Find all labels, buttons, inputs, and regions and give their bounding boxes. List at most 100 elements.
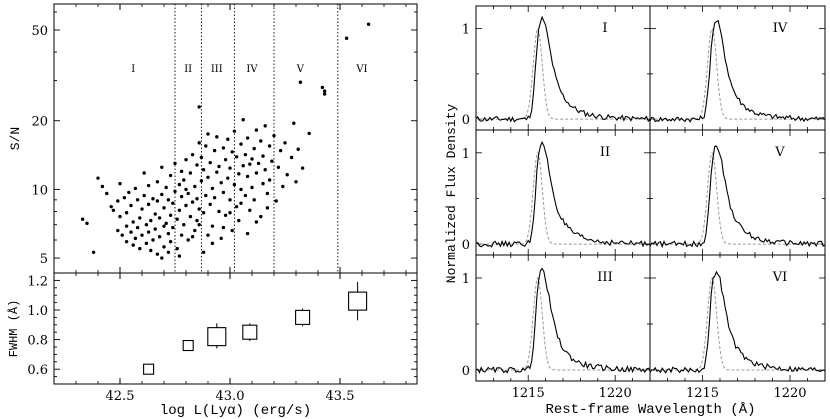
- sn-data-point: [206, 132, 210, 136]
- sn-data-point: [300, 166, 305, 170]
- sn-data-point: [217, 164, 221, 169]
- profile-observed-line: [475, 140, 651, 248]
- sn-data-point: [120, 233, 124, 237]
- sn-data-point: [226, 176, 230, 180]
- sn-data-point: [173, 161, 177, 166]
- sn-data-point: [263, 168, 267, 172]
- profile-y-tick-label: 1: [462, 272, 470, 287]
- sn-data-point: [208, 160, 212, 165]
- fwhm-panel: 42.5 43.0 43.5 0.6 0.8 1.0 1.2 FWHM (Å) log L(Ly…: [6, 272, 418, 419]
- profile-panel-frame: [649, 129, 826, 256]
- profile-panel-IV: IV: [649, 5, 826, 131]
- sn-y-tick-label: 5: [40, 252, 48, 267]
- sn-data-point: [278, 148, 283, 153]
- profile-y-tick-label: 0: [462, 364, 470, 379]
- profile-model-line: [650, 151, 825, 245]
- line-profile-grid: Normalized Flux Density Rest-frame Wavele…: [444, 5, 826, 418]
- sn-data-point: [259, 139, 263, 143]
- sn-y-tick-label: 50: [31, 24, 48, 39]
- sn-data-point: [188, 171, 193, 175]
- fwhm-y-axis-label: FWHM (Å): [6, 300, 21, 358]
- sn-data-point: [195, 163, 199, 167]
- sn-data-point: [281, 184, 285, 189]
- sn-data-point: [162, 206, 166, 210]
- sn-data-point: [144, 241, 149, 246]
- sn-data-point: [138, 216, 142, 220]
- fwhm-x-tick-label: 43.0: [216, 389, 245, 404]
- sn-data-point: [179, 169, 184, 174]
- sn-plot-frame: [53, 3, 418, 274]
- sn-data-point: [124, 239, 129, 244]
- sn-data-point: [177, 254, 182, 258]
- profile-panel-label: II: [600, 145, 610, 160]
- profile-y-tick-label: 0: [462, 113, 470, 128]
- sn-data-point: [294, 180, 298, 184]
- sn-data-point: [122, 195, 127, 200]
- sn-data-point: [129, 230, 133, 234]
- sn-data-point: [118, 181, 122, 186]
- fwhm-marker: [182, 339, 194, 352]
- sn-data-point: [210, 186, 215, 191]
- sn-data-point: [239, 201, 243, 205]
- sn-y-axis-label: S/N: [8, 127, 23, 150]
- sn-data-point: [177, 208, 182, 212]
- sn-data-point: [254, 128, 259, 132]
- sn-data-point: [248, 208, 252, 212]
- sn-data-point: [241, 118, 245, 122]
- sn-data-point: [261, 154, 265, 158]
- bin-label-V: V: [296, 64, 305, 75]
- fwhm-marker: [143, 363, 155, 375]
- sn-data-point: [243, 193, 248, 198]
- sn-data-point: [283, 141, 287, 145]
- sn-data-point: [168, 213, 173, 217]
- sn-data-point: [204, 193, 208, 198]
- sn-data-point: [131, 243, 135, 247]
- sn-data-point: [234, 155, 239, 159]
- sn-data-point: [270, 159, 274, 163]
- sn-data-point: [215, 170, 219, 174]
- fwhm-x-tick-label: 42.5: [106, 389, 135, 404]
- sn-data-point: [241, 164, 245, 168]
- sn-data-point: [228, 198, 232, 202]
- sn-data-point: [204, 144, 208, 148]
- sn-y-tick-label: 20: [31, 115, 48, 130]
- sn-data-point: [272, 133, 276, 138]
- sn-data-point: [182, 178, 186, 182]
- sn-data-point: [157, 216, 162, 220]
- sn-data-point: [197, 223, 201, 227]
- sn-data-point: [221, 225, 226, 230]
- sn-data-point: [292, 121, 296, 125]
- sn-data-point: [230, 150, 234, 154]
- profile-y-tick-label: 1: [462, 23, 470, 38]
- sn-data-point: [226, 137, 230, 141]
- sn-data-point: [118, 214, 122, 219]
- sn-data-point: [129, 203, 133, 208]
- sn-data-point: [322, 92, 327, 96]
- sn-data-point: [199, 155, 204, 160]
- sn-data-point: [259, 214, 263, 219]
- sn-data-point: [135, 225, 140, 230]
- sn-data-point: [116, 228, 120, 233]
- sn-data-point: [96, 176, 100, 180]
- sn-data-point: [116, 199, 120, 203]
- sn-data-point: [175, 246, 179, 251]
- sn-data-point: [267, 178, 272, 182]
- sn-data-point: [298, 80, 303, 84]
- profile-panel-I: 0 1 I: [462, 5, 651, 131]
- sn-data-point: [228, 166, 232, 170]
- sn-data-point: [190, 152, 195, 157]
- profile-panel-frame: [475, 129, 651, 256]
- sn-data-point: [100, 184, 105, 189]
- sn-data-point: [175, 217, 179, 221]
- sn-data-point: [237, 172, 241, 176]
- sn-data-point: [177, 182, 182, 187]
- fwhm-y-tick-label: 0.8: [27, 334, 48, 349]
- profile-observed-line: [475, 15, 651, 123]
- profile-model-line: [650, 276, 825, 371]
- sn-data-point: [307, 131, 311, 136]
- sn-data-point: [166, 250, 171, 254]
- sn-data-point: [217, 209, 221, 214]
- bin-label-IV: IV: [246, 64, 258, 75]
- profile-panel-VI: 1215 1220 VI: [649, 254, 826, 401]
